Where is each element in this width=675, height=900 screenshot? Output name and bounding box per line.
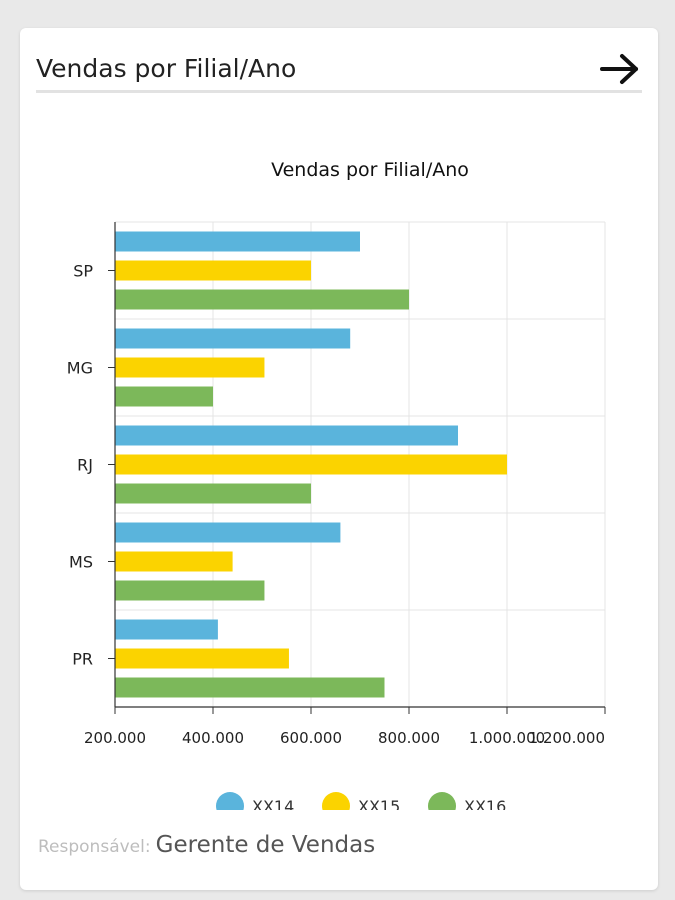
legend-marker-xx16 <box>428 792 456 820</box>
bar-sp-xx15 <box>115 260 311 281</box>
bar-ms-xx14 <box>115 522 341 543</box>
bar-rj-xx15 <box>115 454 507 475</box>
bar-sp-xx16 <box>115 289 409 310</box>
bar-sp-xx14 <box>115 231 360 252</box>
bar-ms-xx16 <box>115 580 265 601</box>
bar-pr-xx16 <box>115 677 385 698</box>
bar-mg-xx16 <box>115 386 213 407</box>
x-tick-label: 1.000.000 <box>469 729 545 747</box>
bar-mg-xx14 <box>115 328 351 349</box>
bar-pr-xx14 <box>115 619 218 640</box>
legend-marker-xx15 <box>322 792 350 820</box>
y-tick-label: MS <box>69 553 93 572</box>
bar-ms-xx15 <box>115 551 233 572</box>
y-tick-label: SP <box>73 262 93 281</box>
x-tick-label: 600.000 <box>280 729 342 747</box>
chart-title: Vendas por Filial/Ano <box>271 159 469 181</box>
bar-rj-xx14 <box>115 425 458 446</box>
x-tick-label: 800.000 <box>378 729 440 747</box>
y-tick-label: MG <box>67 359 93 378</box>
x-tick-label: 200.000 <box>84 729 146 747</box>
chart-card: Vendas por Filial/Ano Vendas por Filial/… <box>20 28 658 890</box>
card-header: Vendas por Filial/Ano <box>36 50 642 93</box>
footer: Responsável: Gerente de Vendas <box>38 832 375 858</box>
legend-marker-xx14 <box>216 792 244 820</box>
chart-svg: Vendas por Filial/Ano SP MG RJ MS PR 200.000 40… <box>67 159 606 820</box>
arrow-right-icon[interactable] <box>598 52 642 86</box>
legend-label-xx15: XX15 <box>358 797 400 810</box>
card-title: Vendas por Filial/Ano <box>36 54 297 83</box>
responsible-label: Responsável: <box>38 837 151 857</box>
bar-pr-xx15 <box>115 648 289 669</box>
bar-mg-xx15 <box>115 357 265 378</box>
legend-label-xx16: XX16 <box>464 797 506 810</box>
x-tick-label: 400.000 <box>182 729 244 747</box>
legend-label-xx14: XX14 <box>252 797 294 810</box>
responsible-value: Gerente de Vendas <box>155 832 376 858</box>
chart: Vendas por Filial/Ano SP MG RJ MS PR 200.000 40… <box>20 120 658 820</box>
x-tick-label: 1.200.000 <box>529 729 605 747</box>
y-tick-label: RJ <box>77 456 93 475</box>
y-tick-label: PR <box>72 650 93 669</box>
bar-rj-xx16 <box>115 483 311 504</box>
